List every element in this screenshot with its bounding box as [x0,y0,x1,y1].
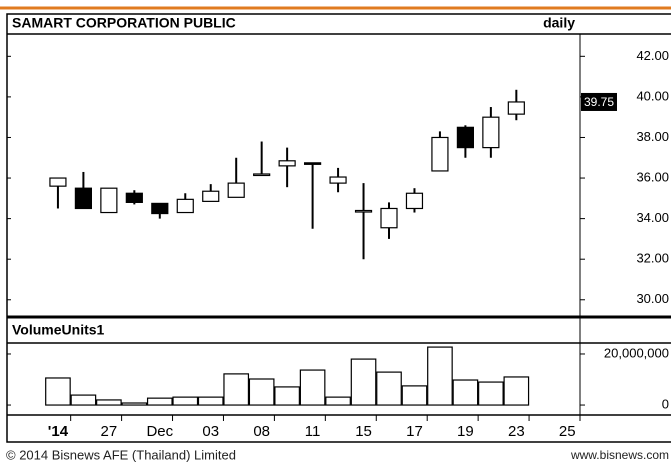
volume-bar [248,378,275,406]
candle-body [100,187,118,214]
candle-body [74,187,93,210]
candle-body [176,198,194,214]
candle-body [304,162,322,165]
volume-bar [197,396,224,406]
candle-body [354,209,373,213]
x-tick-label: 23 [508,423,525,440]
x-tick-label: 19 [457,423,474,440]
volume-bar [223,373,250,406]
candle-body [507,101,525,115]
last-price-box [581,92,617,111]
candle-body [227,182,245,198]
x-tick-label: 17 [406,423,423,440]
candle-body [405,192,424,210]
volume-title: VolumeUnits1 [12,322,105,338]
x-tick-label: 27 [101,423,118,440]
y-tick-label: 30.00 [636,291,669,306]
y-tick-label: 0 [662,396,669,411]
volume-bar [427,346,453,406]
y-tick-label: 40.00 [636,88,669,103]
volume-bar [452,379,479,406]
volume-bar [96,399,122,406]
candle-body [202,190,220,202]
last-price-label: 39.75 [584,95,614,109]
volume-bar [121,402,148,406]
candle-body [253,173,271,177]
volume-bar [45,377,71,406]
y-tick-label: 36.00 [636,169,669,184]
volume-bar [172,396,199,406]
x-tick-label: 08 [253,423,270,440]
volume-bar [350,358,377,406]
volume-bar [503,376,530,406]
y-tick-label: 42.00 [636,48,669,63]
y-tick-label: 38.00 [636,129,669,144]
candle-body [380,207,398,229]
y-tick-label: 34.00 [636,210,669,225]
x-tick-label: Dec [146,423,173,440]
x-tick-label: 25 [559,423,576,440]
y-tick-label: 20,000,000 [604,345,669,360]
volume-bar [274,386,300,406]
volume-bar [401,385,428,406]
x-tick-label: 15 [355,423,372,440]
volume-bar [376,371,402,406]
x-tick-label: 03 [202,423,219,440]
candle-body [125,192,143,203]
y-tick-label: 32.00 [636,251,669,266]
footer-right: www.bisnews.com [570,448,669,462]
volume-bar [70,394,97,406]
chart-title: SAMART CORPORATION PUBLIC [12,15,236,31]
volume-bar [478,381,504,406]
x-tick-label: '14 [48,423,69,440]
volume-bar [325,396,351,406]
candle-body [482,116,500,149]
footer-left: © 2014 Bisnews AFE (Thailand) Limited [6,447,236,462]
candle-body [329,176,347,184]
chart-subtitle: daily [543,15,575,31]
candle-body [49,177,67,187]
candle-body [456,126,474,149]
volume-bar [146,397,173,406]
candle-body [151,202,169,215]
candle-body [431,136,449,172]
candle-body [278,160,296,167]
volume-bar [299,369,326,406]
x-tick-label: 11 [305,423,321,440]
frame [6,13,671,443]
